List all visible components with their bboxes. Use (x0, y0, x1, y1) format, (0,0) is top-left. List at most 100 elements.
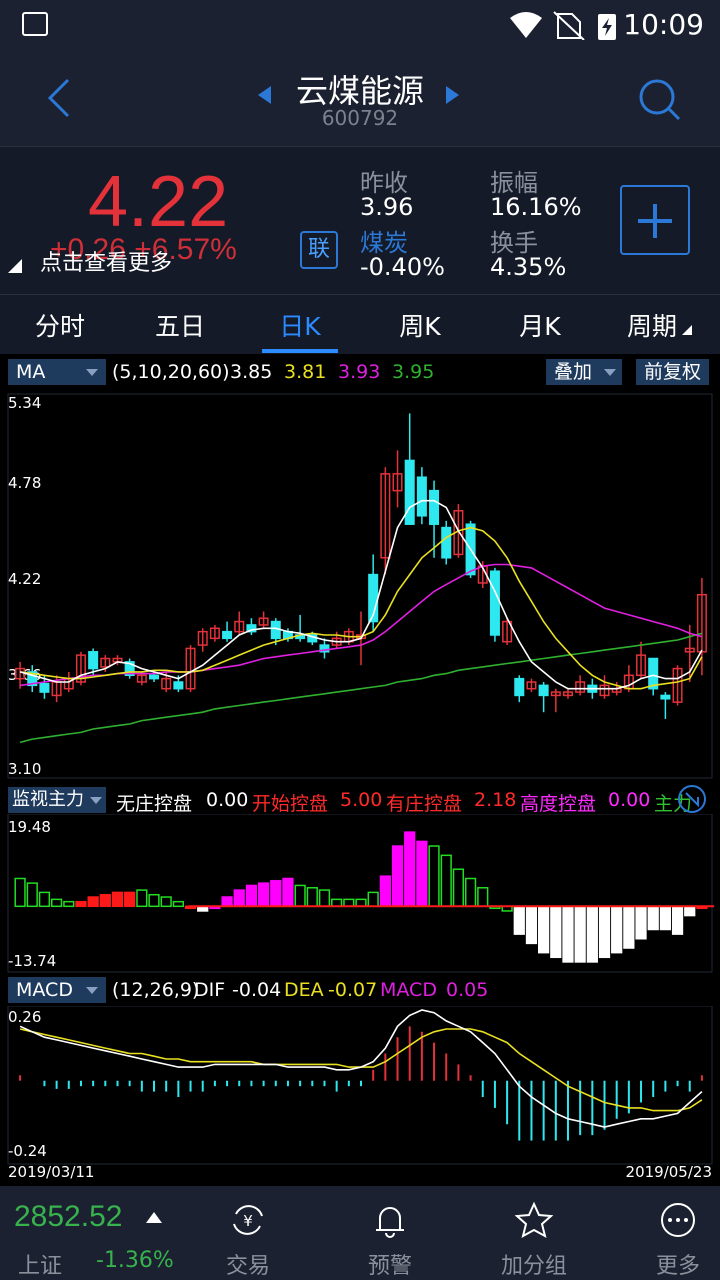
last-price: 4.22 (88, 162, 229, 242)
sector-label[interactable]: 煤炭 (360, 229, 408, 257)
monitor-bar (270, 880, 282, 908)
overlay-button[interactable]: 叠加 (546, 359, 622, 385)
tab-five-day[interactable]: 五日 (154, 312, 205, 341)
candle-body (672, 667, 683, 703)
monitor-bar (282, 877, 294, 908)
candle-body (696, 593, 707, 653)
ma5-value: 3.85 (230, 361, 273, 383)
ma-params: (5,10,20,60) (112, 361, 230, 383)
ma60-line (19, 632, 703, 744)
monitor-bar (513, 905, 525, 935)
macd-selector[interactable]: MACD (8, 977, 106, 1003)
monitor-bar (684, 905, 696, 917)
nav-alert[interactable]: 预警 (318, 1186, 462, 1280)
sector-change: -0.40% (360, 253, 445, 281)
tab-monthly-k[interactable]: 月K (519, 312, 561, 341)
macd-params: (12,26,9) (112, 979, 200, 1001)
index-name: 上证 (18, 1254, 63, 1279)
candle-body (404, 459, 415, 525)
add-watchlist-button[interactable] (620, 185, 690, 255)
caret-up-icon[interactable] (146, 1212, 162, 1223)
start-control-label: 开始控盘 (252, 793, 329, 815)
start-control-value: 5.00 (340, 789, 383, 811)
linked-button[interactable]: 联 (300, 231, 338, 269)
tab-period[interactable]: 周期 (626, 312, 677, 341)
monitor-bar (550, 905, 562, 959)
chart-area[interactable]: MA (5,10,20,60) 3.85 3.81 3.93 3.95 叠加 前… (0, 354, 720, 1186)
tab-daily-k[interactable]: 日K (279, 312, 321, 341)
ma-selector-label: MA (16, 361, 46, 383)
monitor-bar (221, 896, 233, 908)
tab-intraday[interactable]: 分时 (34, 312, 85, 341)
ma60-value: 3.95 (392, 361, 435, 383)
no-sim-icon (557, 13, 581, 39)
ma10-value: 3.81 (284, 361, 327, 383)
expand-icon[interactable] (676, 784, 710, 814)
title-bar: 云煤能源 600792 (0, 50, 720, 146)
monitor-bar (233, 889, 245, 908)
tab-weekly-k[interactable]: 周K (399, 312, 441, 341)
monitor-bar (598, 905, 611, 959)
monitor-bar (111, 891, 124, 908)
candle-body (124, 661, 135, 677)
quote-panel[interactable]: 4.22 +0.26 +6.57% 点击查看更多 联 昨收 3.96 煤炭 -0… (0, 146, 720, 294)
nav-more[interactable]: 更多 (606, 1186, 720, 1280)
index-value[interactable]: 2852.52 (14, 1200, 123, 1233)
back-icon[interactable] (40, 78, 80, 118)
candle-body (526, 681, 537, 690)
candle-body (575, 681, 586, 693)
bottom-bar: 2852.52 上证 -1.36% ¥ 交易 预警 加分组 更多 (0, 1186, 720, 1280)
candle-body (550, 691, 561, 697)
monitor-selector[interactable]: 监视主力 (8, 787, 106, 813)
monitor-bar (355, 898, 367, 908)
candlestick-chart[interactable]: 5.34 4.78 4.22 3.66 3.10 (0, 392, 720, 780)
has-control-value: 2.18 (474, 789, 517, 811)
nav-trade[interactable]: ¥ 交易 (176, 1186, 320, 1280)
monitor-chart[interactable]: 19.48 -13.74 (0, 814, 720, 974)
monitor-bar (635, 905, 647, 940)
chevron-down-icon (86, 987, 98, 994)
monitor-bar (245, 884, 258, 908)
ma5-line (19, 499, 703, 690)
gallery-icon (22, 12, 48, 36)
macd-chart[interactable]: 0.26 -0.24 2019/03/11 2019/05/23 (0, 1006, 720, 1186)
candle-body (88, 651, 99, 670)
macd-bottom-label: -0.24 (8, 1142, 47, 1160)
adjust-button[interactable]: 前复权 (636, 359, 710, 385)
ma-selector[interactable]: MA (8, 359, 106, 385)
candle-body (136, 674, 147, 683)
monitor-top-label: 19.48 (8, 818, 51, 836)
prev-stock-icon[interactable] (258, 86, 271, 104)
more-info-tip[interactable]: 点击查看更多 (40, 251, 173, 276)
nav-label: 加分组 (500, 1254, 567, 1279)
monitor-bar (611, 905, 623, 954)
dea-line (19, 1028, 703, 1112)
monitor-bar (50, 898, 63, 908)
start-date: 2019/03/11 (8, 1163, 94, 1181)
monitor-selector-label: 监视主力 (12, 789, 84, 810)
next-stock-icon[interactable] (446, 86, 459, 104)
ma-bar: MA (5,10,20,60) 3.85 3.81 3.93 3.95 叠加 前… (0, 354, 720, 386)
monitor-bar (562, 905, 574, 963)
monitor-bar (477, 887, 489, 908)
candle-body (149, 674, 160, 680)
clock: 10:09 (623, 8, 704, 41)
monitor-bar (136, 889, 148, 908)
candle-body (684, 647, 695, 653)
monitor-bar (404, 831, 416, 908)
search-icon[interactable] (636, 76, 682, 122)
monitor-bar (63, 900, 75, 908)
dea-value: -0.07 (328, 979, 378, 1001)
macd-top-label: 0.26 (8, 1008, 41, 1026)
no-control-label: 无庄控盘 (116, 793, 193, 815)
svg-text:¥: ¥ (243, 1212, 253, 1230)
nav-add-group[interactable]: 加分组 (462, 1186, 606, 1280)
chevron-down-icon (90, 797, 102, 804)
dif-label: DIF (194, 979, 226, 1001)
amplitude-label: 振幅 (490, 169, 538, 197)
star-icon (514, 1201, 554, 1238)
candle-body (197, 630, 208, 646)
status-icons (510, 11, 616, 40)
monitor-bar (14, 877, 26, 908)
monitor-bar (391, 845, 404, 908)
